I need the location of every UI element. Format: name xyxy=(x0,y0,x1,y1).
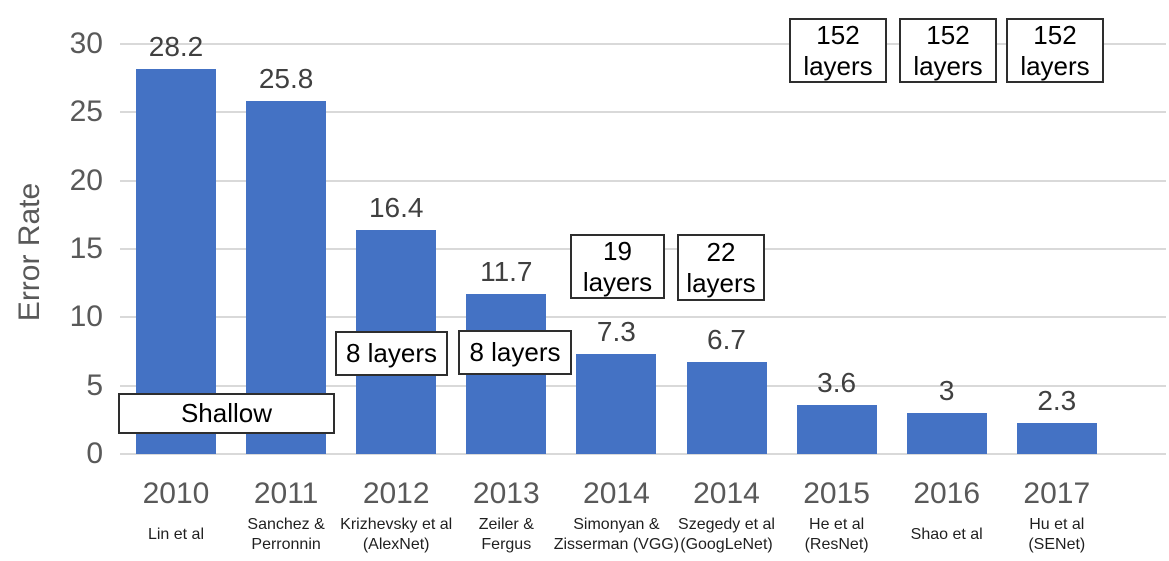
author-label: Szegedy et al (GoogLeNet) xyxy=(678,516,775,553)
x-tick-year: 2010 xyxy=(142,477,210,510)
gridline-20 xyxy=(120,179,1166,182)
y-tick-20: 20 xyxy=(69,163,103,197)
y-tick-5: 5 xyxy=(86,368,103,402)
bar-2010-0 xyxy=(136,68,216,454)
x-tick-year: 2014 xyxy=(583,477,650,510)
annotation-19-layers: 19 layers xyxy=(570,234,665,299)
x-tick-year: 2014 xyxy=(693,477,760,510)
annotation-shallow: Shallow xyxy=(118,393,335,434)
gridline-10 xyxy=(120,316,1166,319)
annotation-8-layers: 8 layers xyxy=(335,331,448,376)
annotation-152-layers: 152 layers xyxy=(1006,18,1104,83)
y-tick-15: 15 xyxy=(69,232,103,265)
annotation-152-layers: 152 layers xyxy=(789,18,887,83)
y-tick-25: 25 xyxy=(69,95,103,129)
gridline-25 xyxy=(120,111,1166,114)
value-label: 2.3 xyxy=(1037,384,1077,416)
y-tick-30: 30 xyxy=(69,27,103,60)
x-tick-year: 2013 xyxy=(472,477,540,510)
bar-2016-7 xyxy=(906,413,987,454)
x-tick-year: 2017 xyxy=(1023,477,1091,510)
annotation-152-layers: 152 layers xyxy=(899,18,997,83)
author-label: He et al (ResNet) xyxy=(804,516,869,553)
value-label: 28.2 xyxy=(148,30,204,62)
author-label: Hu et al (SENet) xyxy=(1028,516,1086,553)
x-tick-year: 2012 xyxy=(362,477,430,510)
author-label: Krizhevsky et al (AlexNet) xyxy=(340,516,453,553)
gridline-30 xyxy=(120,43,1166,45)
value-label: 3.6 xyxy=(817,366,857,398)
author-label: Zeiler & Fergus xyxy=(478,516,534,553)
x-tick-year: 2011 xyxy=(253,477,319,510)
x-tick-year: 2016 xyxy=(913,477,981,510)
value-label: 7.3 xyxy=(596,316,636,348)
value-label: 11.7 xyxy=(480,256,533,288)
y-tick-10: 10 xyxy=(69,300,103,334)
author-label: Simonyan & Zisserman (VGG) xyxy=(553,516,680,553)
annotation-8-layers: 8 layers xyxy=(458,330,572,375)
gridline-0 xyxy=(120,453,1166,455)
annotation-22-layers: 22 layers xyxy=(677,234,765,301)
value-label: 3 xyxy=(938,375,955,406)
bar-2014-5 xyxy=(686,362,767,454)
x-tick-year: 2015 xyxy=(803,477,870,510)
bar-2017-8 xyxy=(1016,422,1097,454)
bar-2015-6 xyxy=(796,404,877,454)
author-label: Sanchez & Perronnin xyxy=(247,516,325,553)
value-label: 16.4 xyxy=(368,191,424,223)
value-label: 25.8 xyxy=(258,63,314,95)
value-label: 6.7 xyxy=(707,324,746,356)
y-tick-0: 0 xyxy=(86,437,103,470)
author-label: Shao et al xyxy=(910,526,983,543)
author-label: Lin et al xyxy=(147,526,205,543)
bar-2014-4 xyxy=(576,354,657,454)
